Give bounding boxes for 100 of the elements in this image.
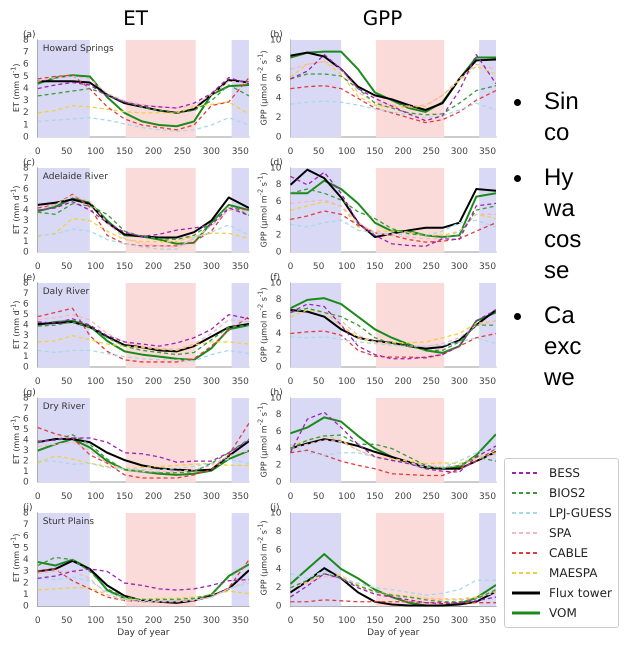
x-tick-label: 0: [288, 492, 294, 502]
y-tick-label: 8: [276, 295, 282, 306]
line-series: [38, 350, 249, 362]
y-tick-label: 3: [22, 446, 29, 456]
x-tick-label: 350: [232, 376, 250, 387]
x-tick-label: 0: [288, 616, 294, 626]
x-tick-label: 350: [232, 146, 250, 157]
y-tick-label: 0: [276, 602, 282, 612]
x-tick-label: 200: [394, 376, 412, 387]
x-tick-label: 250: [174, 376, 192, 387]
x-tick-label: 250: [174, 146, 192, 157]
x-tick-label: 50: [60, 262, 73, 272]
x-tick-label: 250: [174, 262, 192, 272]
x-tick-label: 300: [202, 376, 220, 387]
y-tick-label: 6: [276, 427, 282, 438]
legend-label: Flux tower: [549, 586, 612, 600]
x-tick-label: 100: [87, 146, 104, 157]
y-tick-label: 8: [276, 54, 282, 65]
y-tick-label: 0: [22, 362, 29, 373]
chart-title: ET: [123, 6, 149, 30]
x-tick-label: 250: [174, 616, 192, 626]
x-tick-label: 50: [60, 492, 73, 502]
x-tick-label: 0: [288, 376, 294, 387]
x-tick-label: 200: [144, 492, 162, 502]
line-series: [290, 73, 496, 116]
y-tick-label: 3: [22, 330, 29, 341]
y-tick-label: 2: [276, 583, 282, 594]
y-tick-label: 1: [22, 590, 29, 600]
annotation: Sturt Plains: [42, 517, 94, 527]
x-tick-label: 200: [394, 146, 412, 157]
y-tick-label: 7: [22, 174, 29, 184]
line-series: [290, 54, 496, 122]
y-tick-label: 0: [276, 478, 282, 488]
line-series: [290, 330, 496, 359]
y-tick-label: 8: [276, 410, 282, 420]
y-tick-label: 7: [22, 47, 29, 58]
line-series: [290, 570, 496, 596]
x-tick-label: 250: [422, 492, 440, 502]
text: Hy wa cos se: [543, 163, 582, 286]
x-tick-label: 200: [144, 146, 162, 157]
y-tick-label: 0: [22, 478, 29, 488]
y-tick-label: 6: [276, 312, 282, 322]
x-tick-label: 50: [312, 262, 325, 272]
legend-label: VOM: [549, 606, 577, 620]
x-tick-label: 350: [232, 492, 250, 502]
x-tick-label: 100: [87, 616, 104, 626]
line-series: [38, 218, 249, 242]
x-tick-label: 50: [60, 376, 73, 387]
y-tick-label: 4: [276, 444, 282, 454]
x-tick-label: 300: [202, 262, 220, 272]
x-tick-label: 50: [312, 616, 325, 626]
x-tick-label: 150: [366, 262, 384, 272]
x-tick-label: 0: [34, 492, 41, 502]
y-tick-label: 6: [22, 414, 29, 424]
x-tick-label: 200: [394, 492, 412, 502]
x-tick-label: 350: [478, 146, 496, 157]
text: Sin co: [543, 87, 580, 148]
line-series: [290, 100, 496, 118]
y-tick-label: 2: [22, 108, 29, 118]
y-tick-label: 2: [276, 346, 282, 356]
y-tick-label: 5: [22, 72, 29, 82]
y-tick-label: 1: [22, 352, 29, 362]
x-tick-label: 200: [144, 262, 162, 272]
annotation: Adelaide River: [42, 172, 108, 182]
y-tick-label: 1: [22, 120, 29, 130]
y-tick-label: 4: [22, 84, 29, 94]
line-series: [290, 336, 496, 347]
y-tick-label: 3: [22, 216, 29, 226]
y-tick-label: 2: [276, 113, 282, 124]
x-tick-label: 100: [338, 376, 356, 387]
y-tick-label: 5: [22, 310, 29, 320]
y-tick-label: 1: [22, 237, 29, 248]
y-tick-label: 1: [22, 467, 29, 478]
x-tick-label: 250: [422, 262, 440, 272]
annotation: Dry River: [42, 402, 86, 412]
y-tick-label: 6: [276, 546, 282, 556]
y-tick-label: 7: [22, 288, 29, 299]
y-tick-label: 0: [22, 132, 29, 143]
line-series: [38, 308, 249, 363]
y-tick-label: 3: [22, 566, 29, 577]
y-tick-label: 4: [276, 94, 282, 104]
line-series: [290, 85, 496, 124]
x-tick-label: 300: [450, 376, 468, 387]
y-tick-label: 2: [276, 230, 282, 241]
legend-label: MAESPA: [549, 566, 598, 580]
x-tick-label: 0: [288, 262, 294, 272]
y-tick-label: 8: [276, 180, 282, 190]
line-series: [290, 210, 496, 243]
line-series: [38, 458, 249, 470]
chart-title: GPP: [362, 6, 402, 30]
line-series: [38, 117, 249, 132]
y-tick-label: 4: [22, 205, 29, 216]
y-tick-label: 2: [22, 578, 29, 588]
legend-label: CABLE: [549, 546, 588, 560]
x-tick-label: 200: [394, 616, 412, 626]
y-tick-label: 4: [22, 320, 29, 330]
x-tick-label: 100: [338, 492, 356, 502]
y-tick-label: 4: [22, 555, 29, 566]
x-tick-label: 0: [34, 262, 41, 272]
y-tick-label: 2: [22, 456, 29, 466]
